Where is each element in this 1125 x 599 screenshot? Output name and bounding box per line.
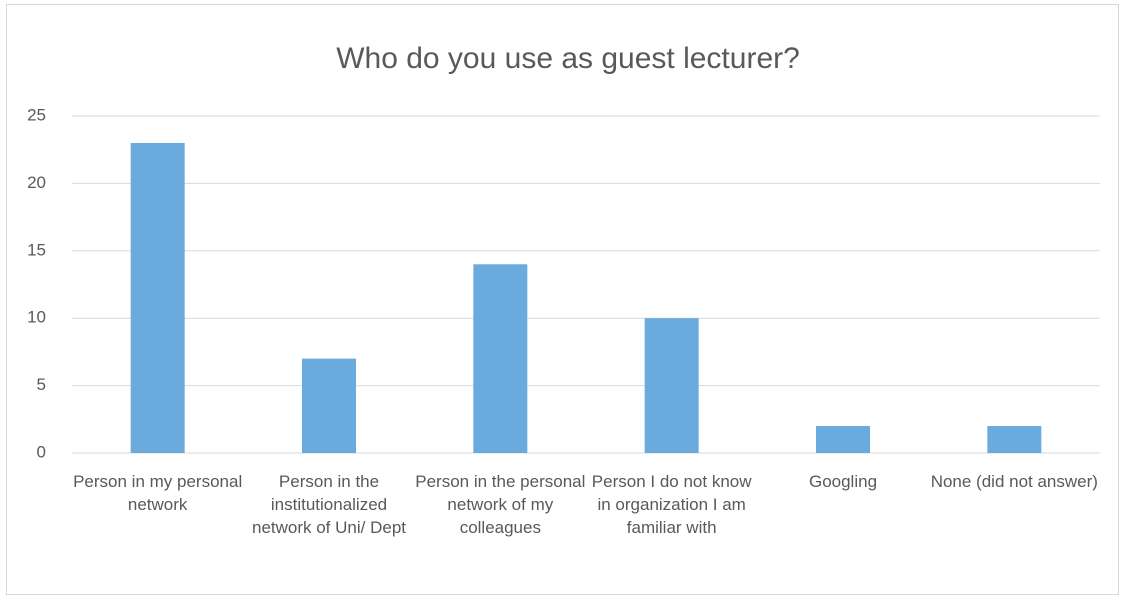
bar	[987, 426, 1042, 453]
x-tick-label: Googling	[808, 472, 878, 491]
chart-title: Who do you use as guest lecturer?	[336, 42, 800, 75]
bar	[130, 142, 185, 453]
y-tick-label: 15	[27, 240, 46, 259]
y-tick-label: 5	[37, 375, 46, 394]
x-tick-label: Person in the personal network of my col…	[415, 472, 586, 537]
bar	[302, 358, 356, 453]
x-tick-label: Person I do not know in organization I a…	[591, 472, 752, 537]
y-tick-label: 10	[27, 308, 46, 327]
y-tick-label: 20	[27, 173, 46, 192]
chart-border	[6, 4, 1119, 595]
x-tick-label: None (did not answer)	[930, 472, 1098, 491]
y-tick-label: 25	[27, 105, 46, 124]
bar	[816, 426, 870, 453]
y-tick-label: 0	[37, 442, 46, 461]
x-tick-label: Person in my personal network	[73, 472, 243, 514]
bar	[644, 318, 699, 453]
x-tick-label: Person in the institutionalized network …	[251, 472, 406, 537]
bar	[473, 264, 528, 453]
